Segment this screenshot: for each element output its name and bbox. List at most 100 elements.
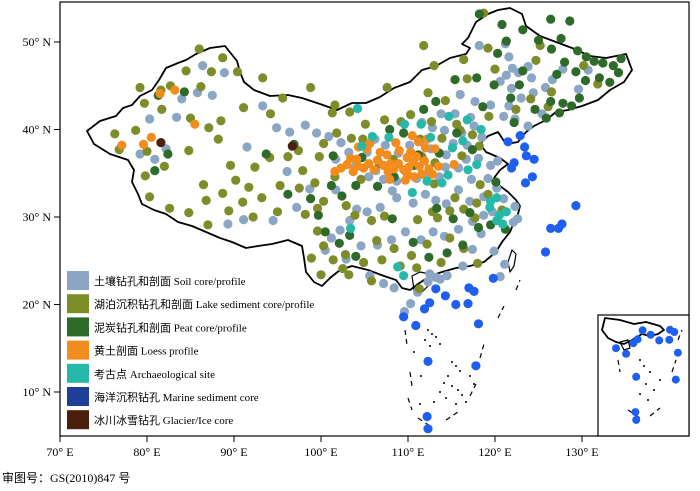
site-soil	[145, 114, 155, 124]
site-marine	[546, 223, 556, 233]
site-lake	[184, 145, 194, 156]
site-loess	[413, 137, 423, 147]
site-lake	[419, 40, 429, 51]
site-lake	[319, 196, 329, 206]
site-peat	[581, 52, 591, 62]
site-lake	[198, 180, 209, 190]
site-soil	[495, 271, 505, 282]
approval-number: 审图号：GS(2010)847 号	[2, 470, 130, 485]
inset-site-marine	[673, 348, 682, 357]
site-lake	[429, 61, 439, 71]
site-soil	[405, 140, 415, 150]
site-marine	[520, 178, 531, 188]
site-soil	[466, 174, 477, 184]
site-soil	[242, 142, 252, 152]
site-soil	[207, 90, 217, 100]
site-soil	[379, 278, 389, 289]
site-arch	[492, 215, 502, 226]
inset-site-marine	[632, 372, 641, 381]
site-lake	[546, 87, 557, 97]
site-peat	[556, 33, 566, 44]
site-lake	[579, 61, 589, 71]
site-soil	[387, 186, 397, 196]
site-soil	[573, 84, 584, 94]
site-marine	[423, 356, 433, 366]
site-lake	[165, 203, 175, 213]
site-loess	[190, 119, 200, 129]
site-soil	[493, 156, 503, 166]
site-marine	[471, 361, 481, 371]
site-lake	[131, 125, 141, 135]
longitude-axis: 70° E 80° E 90° E 100° E 110° E 120° E 130° E	[46, 436, 599, 459]
inset-site-marine	[612, 344, 620, 353]
site-marine	[411, 320, 421, 331]
site-loess	[365, 138, 375, 149]
site-lake	[225, 160, 236, 170]
site-peat	[452, 128, 462, 138]
site-peat	[408, 237, 418, 247]
legend-swatch-marine	[67, 387, 89, 406]
site-lake	[145, 192, 155, 202]
site-marine	[425, 298, 435, 308]
site-lake	[338, 264, 348, 274]
site-lake	[283, 152, 293, 162]
site-lake	[484, 111, 494, 121]
site-soil	[285, 127, 295, 137]
site-lake	[314, 152, 324, 162]
site-lake	[359, 257, 369, 268]
site-soil	[439, 125, 450, 135]
site-soil	[504, 52, 514, 62]
site-peat	[514, 80, 525, 90]
site-soil	[506, 83, 517, 93]
site-loess	[420, 143, 430, 153]
site-soil	[516, 93, 526, 103]
site-arch	[346, 223, 356, 233]
site-peat	[473, 222, 484, 233]
site-lake	[327, 108, 337, 118]
site-peat	[385, 124, 395, 135]
site-loess	[382, 150, 392, 160]
site-soil	[523, 121, 533, 131]
site-marine	[515, 131, 525, 141]
site-loess	[407, 131, 417, 141]
site-soil	[223, 219, 233, 229]
site-peat	[613, 68, 624, 78]
site-lake	[490, 64, 500, 74]
site-arch	[443, 170, 453, 180]
site-marine	[431, 284, 441, 294]
site-lake	[135, 82, 145, 93]
site-marine	[423, 424, 433, 434]
site-soil	[150, 154, 160, 164]
site-soil	[453, 185, 464, 195]
site-arch	[352, 103, 363, 114]
site-peat	[334, 238, 344, 248]
site-soil	[442, 271, 452, 281]
site-soil	[558, 64, 568, 74]
site-peat	[546, 44, 557, 54]
site-marine	[464, 283, 474, 293]
inset-site-marine	[665, 335, 674, 344]
site-soil	[499, 194, 509, 204]
site-soil	[172, 112, 182, 122]
site-peat	[541, 113, 551, 123]
site-loess	[449, 159, 459, 170]
site-loess	[375, 147, 385, 157]
site-peat	[506, 93, 516, 103]
site-soil	[423, 277, 433, 287]
site-marine	[399, 312, 409, 322]
site-lake	[224, 206, 234, 216]
site-marine	[503, 137, 513, 147]
site-marine	[553, 223, 564, 233]
legend-label-loess: 黄土剖面 Loess profile	[94, 344, 199, 358]
site-lake	[346, 133, 356, 143]
lon-tick-label: 120° E	[478, 445, 511, 459]
site-lake	[204, 123, 214, 133]
site-lake	[459, 54, 469, 65]
site-peat	[552, 69, 562, 79]
site-loess	[170, 85, 180, 95]
site-lake	[462, 74, 472, 84]
site-peat	[328, 151, 338, 161]
site-arch	[393, 262, 403, 272]
site-soil	[386, 235, 397, 245]
site-loess	[155, 89, 165, 99]
